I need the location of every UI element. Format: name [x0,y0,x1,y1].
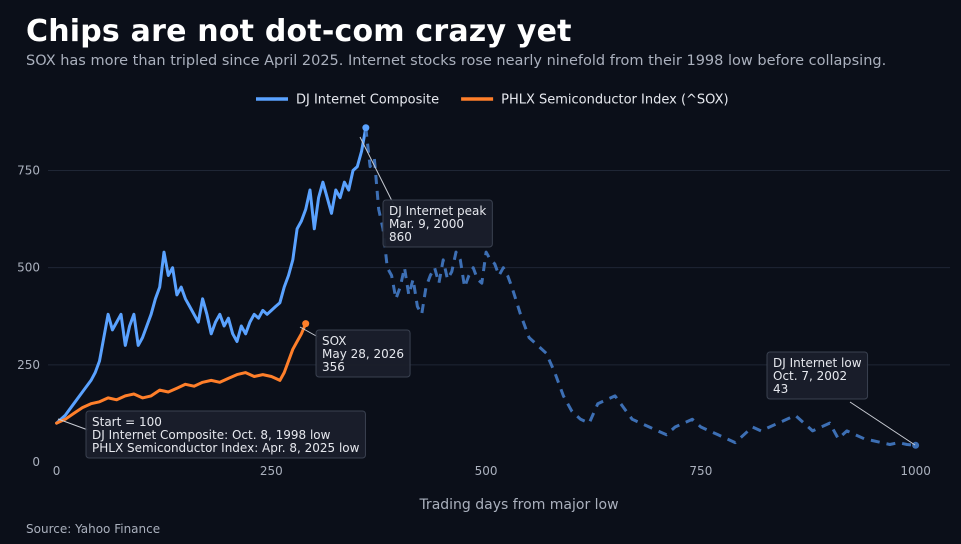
annotation-text: Oct. 7, 2002 [773,369,847,383]
data-point-marker [362,124,370,132]
annotation-text: PHLX Semiconductor Index: Apr. 8, 2025 l… [92,441,360,455]
annotation-box [382,199,493,248]
series-line [55,322,308,425]
annotation-text: DJ Internet low [773,356,862,370]
annotation-text: SOX [322,334,347,348]
annotation-leader [359,136,395,206]
x-tick-label: 0 [53,464,61,478]
annotation-text: DJ Internet Composite: Oct. 8, 1998 low [92,428,331,442]
annotation-text: 43 [773,382,788,396]
y-tick-label: 500 [17,261,40,275]
y-tick-label: 750 [17,164,40,178]
x-tick-label: 250 [260,464,283,478]
chart-title: Chips are not dot-com crazy yet [26,14,572,49]
annotation-text: Mar. 9, 2000 [389,217,464,231]
annotation-text: May 28, 2026 [322,347,404,361]
y-tick-label: 0 [32,455,40,469]
annotation-box [315,329,411,378]
data-point-marker [912,441,920,449]
data-point-marker [302,320,310,328]
annotation-text: 860 [389,230,412,244]
x-tick-label: 500 [475,464,498,478]
annotation-text: 356 [322,360,345,374]
legend-label: DJ Internet Composite [296,93,439,108]
x-tick-label: 750 [689,464,712,478]
annotation-box [766,351,869,400]
x-tick-label: 1000 [900,464,931,478]
series-line [364,127,916,447]
legend-label: PHLX Semiconductor Index (^SOX) [501,93,728,108]
annotation-text: Start = 100 [92,415,162,429]
x-axis-label: Trading days from major low [418,497,618,513]
annotation-leader [57,418,89,431]
annotation-leader [299,326,319,338]
annotation-leader [849,401,916,446]
y-tick-label: 250 [17,358,40,372]
series-line [55,126,368,425]
annotation-text: DJ Internet peak [389,204,486,218]
source-note: Source: Yahoo Finance [26,522,161,536]
annotation-box [85,410,366,459]
chart-subtitle: SOX has more than tripled since April 20… [26,53,887,69]
